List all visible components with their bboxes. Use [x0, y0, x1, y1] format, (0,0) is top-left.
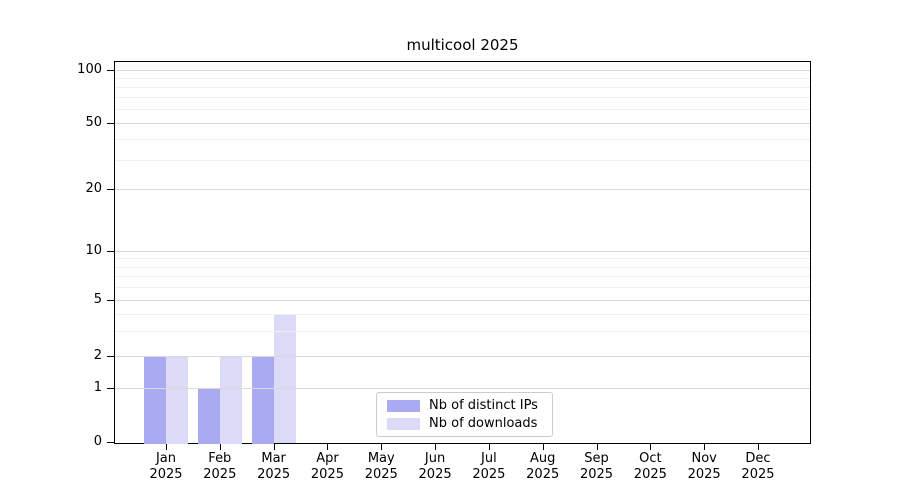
gridline-minor [115, 97, 810, 99]
y-tick-mark [107, 442, 114, 443]
x-tick-mark [757, 444, 759, 450]
legend: Nb of distinct IPs Nb of downloads [376, 392, 553, 437]
gridline-minor [115, 139, 810, 141]
bar-downloads-mar [273, 313, 296, 444]
bar-distinct-ips-mar [251, 356, 274, 444]
gridline-minor [115, 266, 810, 268]
legend-label-downloads: Nb of downloads [429, 416, 538, 431]
gridline-major [115, 388, 810, 389]
y-tick-label: 100 [77, 62, 102, 77]
x-tick-mark [273, 444, 275, 450]
gridline-major [115, 300, 810, 301]
y-tick-label: 1 [93, 380, 102, 395]
y-tick-mark [107, 189, 114, 190]
x-tick-label: Aug 2025 [526, 451, 560, 482]
gridline-major [115, 70, 810, 71]
y-tick-label: 0 [93, 434, 102, 449]
gridline-minor [115, 78, 810, 80]
x-tick-label: May 2025 [364, 451, 398, 482]
x-tick-mark [381, 444, 383, 450]
x-tick-mark [219, 444, 221, 450]
gridline-minor [115, 276, 810, 278]
x-tick-label: Jun 2025 [418, 451, 452, 482]
x-tick-mark [488, 444, 490, 450]
x-tick-mark [650, 444, 652, 450]
y-tick-mark [107, 388, 114, 389]
gridline-major [115, 189, 810, 190]
x-tick-mark [166, 444, 167, 450]
x-tick-label: Apr 2025 [310, 451, 344, 482]
legend-label-distinct-ips: Nb of distinct IPs [429, 398, 538, 413]
legend-swatch-downloads [387, 418, 420, 430]
y-tick-mark [107, 70, 114, 71]
y-tick-mark [107, 356, 114, 357]
x-tick-mark [542, 444, 544, 450]
legend-row-downloads: Nb of downloads [387, 415, 544, 433]
bar-distinct-ips-jan [144, 356, 166, 444]
legend-row-distinct-ips: Nb of distinct IPs [387, 397, 544, 415]
x-tick-label: Sep 2025 [579, 451, 614, 482]
x-tick-label: Mar 2025 [257, 451, 291, 482]
gridline-major [115, 356, 810, 357]
y-tick-mark [107, 251, 114, 252]
x-tick-mark [596, 444, 598, 450]
y-tick-label: 50 [85, 115, 102, 130]
gridline-minor [115, 313, 810, 315]
y-tick-mark [107, 123, 114, 124]
gridline-minor [115, 258, 810, 260]
bar-downloads-jan [166, 356, 188, 444]
x-tick-label: Jul 2025 [472, 451, 506, 482]
gridline-minor [115, 287, 810, 289]
gridline-minor [115, 331, 810, 333]
x-tick-mark [435, 444, 437, 450]
legend-swatch-distinct-ips [387, 400, 420, 412]
plot-area [114, 61, 811, 444]
x-tick-label: Feb 2025 [203, 451, 237, 482]
gridline-major [115, 251, 810, 252]
chart-title: multicool 2025 [406, 36, 519, 54]
y-tick-label: 10 [85, 243, 102, 258]
x-tick-label: Nov 2025 [687, 451, 721, 482]
y-tick-mark [107, 300, 114, 301]
y-tick-label: 5 [93, 292, 102, 307]
gridline-major [115, 123, 810, 124]
y-tick-label: 20 [85, 181, 102, 196]
x-tick-mark [327, 444, 329, 450]
x-tick-mark [704, 444, 706, 450]
x-tick-label: Oct 2025 [633, 451, 667, 482]
x-tick-label: Jan 2025 [149, 451, 183, 482]
gridline-minor [115, 159, 810, 161]
bar-downloads-feb [219, 356, 242, 444]
y-tick-label: 2 [93, 348, 102, 363]
gridline-minor [115, 87, 810, 89]
x-tick-label: Dec 2025 [741, 451, 775, 482]
gridline-minor [115, 109, 810, 111]
bar-distinct-ips-feb [197, 388, 220, 444]
